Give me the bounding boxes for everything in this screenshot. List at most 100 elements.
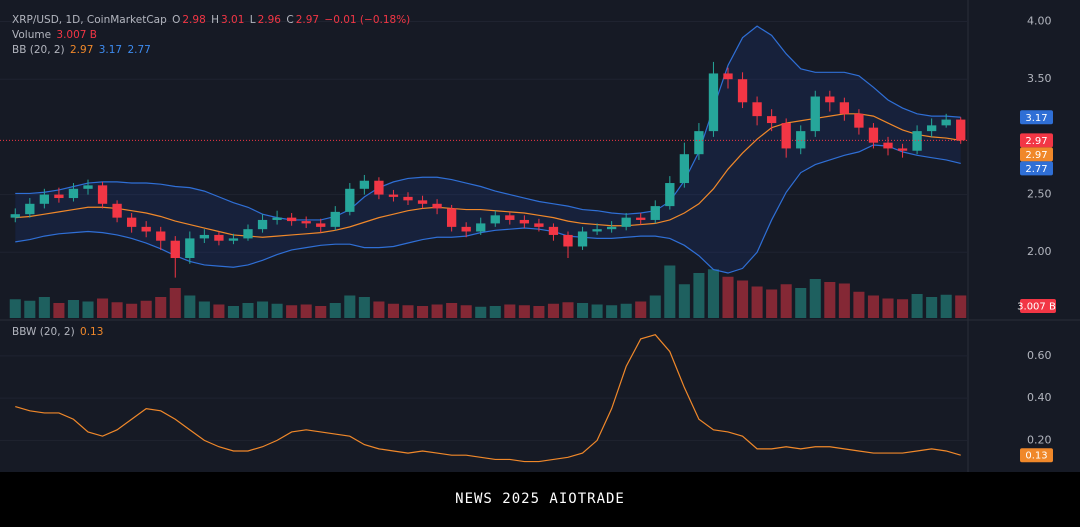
bb-basis-value: 2.97	[70, 44, 94, 56]
footer: NEWS 2025 AIOTRADE	[0, 472, 1080, 527]
volume-bar	[111, 302, 123, 318]
candle-body	[883, 142, 893, 149]
volume-bar	[213, 304, 225, 318]
volume-bar	[751, 286, 763, 318]
volume-bar	[591, 304, 603, 318]
volume-bar	[562, 302, 574, 318]
bb-legend: BB (20, 2) 2.97 3.17 2.77	[12, 44, 153, 56]
y-tick-label: 4.00	[1027, 15, 1052, 28]
candle-body	[476, 223, 486, 232]
open-label: O	[172, 14, 181, 26]
y-tick-label: 0.60	[1027, 349, 1052, 362]
candle-body	[345, 188, 355, 212]
volume-bar	[446, 303, 458, 318]
volume-bar	[838, 283, 850, 318]
volume-bar	[286, 305, 298, 318]
volume-bar	[533, 306, 545, 318]
candle-body	[286, 217, 297, 222]
badge-bb-upper-bg	[1020, 110, 1053, 125]
y-tick-label: 2.00	[1027, 245, 1052, 258]
high-value: 3.01	[221, 14, 245, 26]
candle-body	[694, 131, 704, 155]
candle-body	[926, 125, 937, 132]
bbw-legend: BBW (20, 2) 0.13	[12, 326, 105, 338]
high-label: H	[211, 14, 220, 26]
volume-bar	[853, 291, 865, 318]
volume-bar	[358, 297, 370, 318]
candle-body	[621, 217, 631, 227]
volume-bar	[82, 301, 94, 318]
volume-bar	[707, 269, 719, 318]
volume-bar	[242, 303, 254, 318]
candle-body	[490, 215, 500, 224]
volume-bar	[606, 305, 618, 318]
volume-bar	[126, 303, 138, 318]
candle-body	[679, 154, 690, 184]
candle-body	[272, 217, 282, 220]
candle-body	[170, 240, 180, 259]
candle-body	[39, 194, 50, 204]
volume-bar	[300, 304, 312, 318]
volume-bar	[867, 295, 879, 318]
close-value: 2.97	[295, 14, 320, 26]
bb-label: BB (20, 2)	[12, 44, 65, 56]
bbw-label: BBW (20, 2)	[12, 326, 75, 338]
volume-bar	[9, 299, 21, 318]
candle-body	[461, 226, 471, 232]
candle-body	[606, 226, 617, 230]
volume-bar	[504, 304, 516, 318]
candle-body	[141, 226, 151, 232]
volume-bar	[911, 294, 923, 318]
volume-bar	[315, 306, 327, 318]
candle-body	[519, 219, 530, 224]
candle-body	[54, 194, 64, 199]
candle-body	[97, 185, 108, 204]
volume-bar	[577, 303, 589, 318]
badge-volume: 3.007 B	[1017, 302, 1056, 313]
volume-bar	[431, 304, 443, 318]
badge-bb-basis: 2.97	[1025, 150, 1047, 161]
candle-body	[796, 131, 806, 149]
volume-bar	[155, 297, 167, 318]
volume-bar	[373, 301, 385, 318]
volume-bar	[97, 298, 109, 318]
candle-body	[956, 119, 966, 141]
close-label: C	[286, 14, 294, 26]
candle-body	[781, 123, 791, 149]
bb-upper-line	[15, 25, 961, 221]
bb-upper-value: 3.17	[98, 44, 123, 56]
candle-body	[752, 102, 762, 117]
candle-body	[446, 208, 457, 227]
candle-body	[330, 211, 340, 227]
low-label: L	[249, 14, 256, 26]
candle-body	[534, 223, 544, 227]
candle-body	[10, 214, 20, 218]
volume-bar	[271, 303, 283, 318]
bb-lower-value: 2.77	[127, 44, 151, 56]
volume-bar	[955, 295, 967, 318]
candle-body	[417, 200, 428, 204]
candle-body	[359, 180, 370, 189]
volume-bar	[780, 284, 792, 318]
volume-bar	[344, 295, 356, 318]
candle-body	[650, 206, 660, 220]
volume-bar	[824, 282, 836, 318]
candle-body	[185, 238, 195, 259]
volume-bar	[329, 303, 341, 318]
volume-bar	[940, 294, 952, 318]
candle-body	[25, 203, 35, 215]
candle-body	[577, 231, 588, 247]
candle-body	[723, 73, 733, 80]
band-fill	[15, 26, 961, 274]
volume-bar	[140, 300, 152, 318]
chart: 2.00 2.50 3.50 4.00 3.17 2.97 2.97 2.77 3.007 B 0…	[0, 0, 1080, 472]
volume-bar	[227, 306, 239, 318]
volume-bar	[664, 265, 676, 318]
volume-bar	[635, 301, 647, 318]
candle-body	[374, 180, 384, 195]
candle-body	[126, 217, 137, 227]
badge-bb-lower: 2.77	[1025, 164, 1047, 175]
candle-body	[737, 79, 748, 103]
volume-bar	[257, 301, 269, 318]
